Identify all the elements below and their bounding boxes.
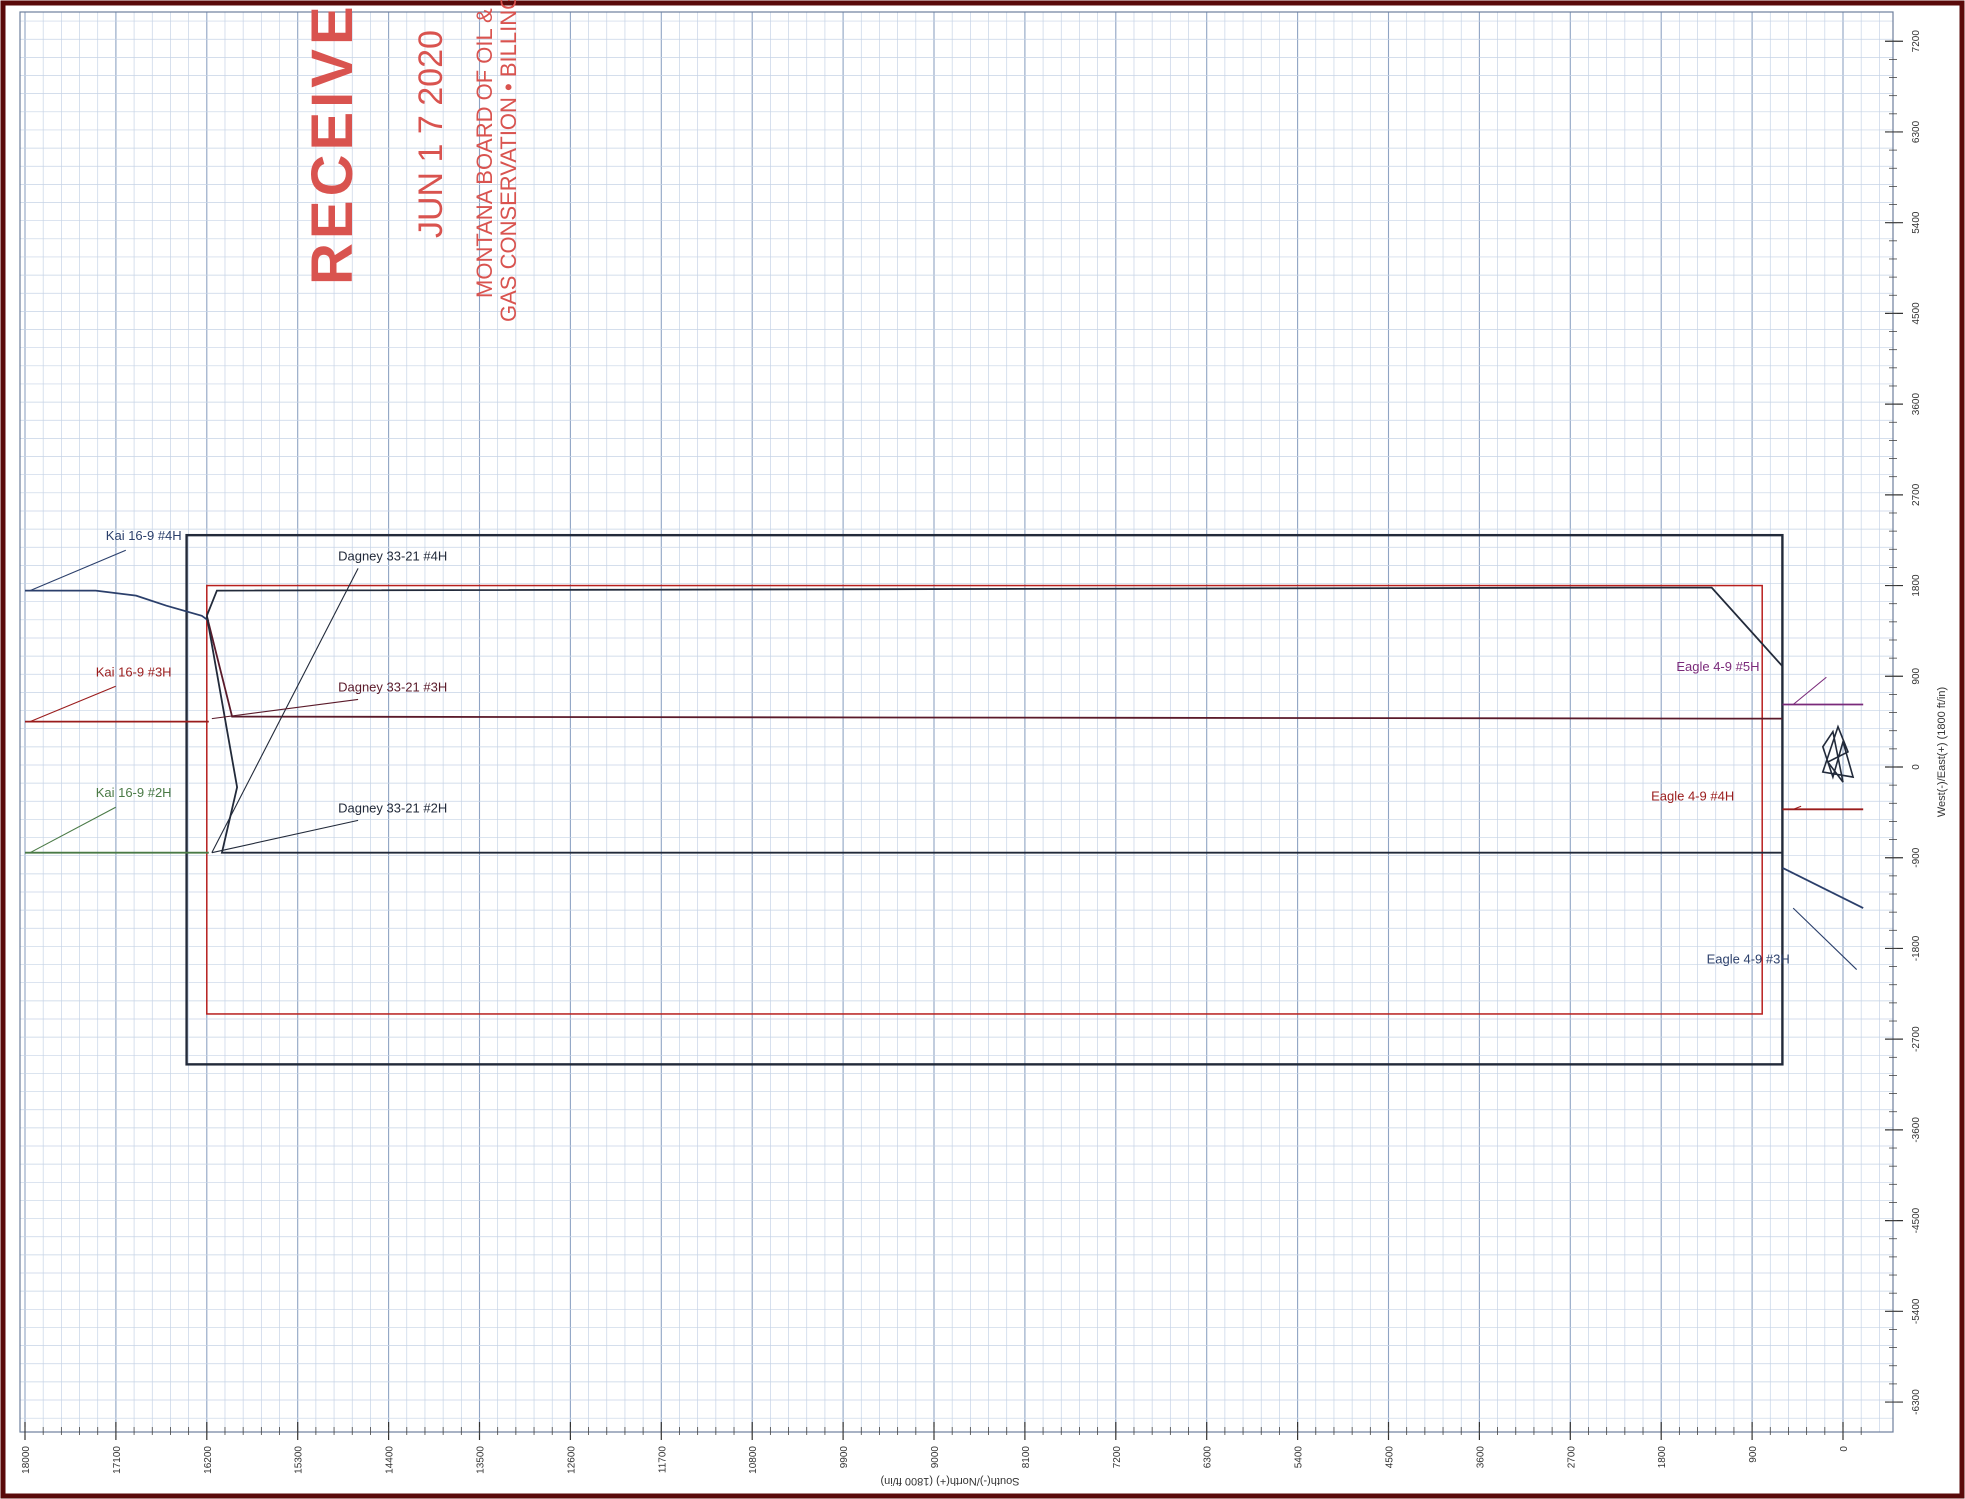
series-label-1: Kai 16-9 #3H <box>96 664 172 679</box>
series-line-8 <box>1781 866 1864 909</box>
series-line-4 <box>205 615 1783 720</box>
y-tick-label: -4500 <box>1911 1207 1922 1233</box>
y-tick-label: 1800 <box>1911 574 1922 597</box>
x-tick-label: 5400 <box>1294 1446 1305 1469</box>
x-tick-label: 6300 <box>1203 1446 1214 1469</box>
y-tick-label: -6300 <box>1911 1389 1922 1415</box>
x-tick-label: 1800 <box>1657 1446 1668 1469</box>
y-tick-label: -5400 <box>1911 1298 1922 1324</box>
x-tick-label: 7200 <box>1112 1446 1123 1469</box>
x-tick-label: 18000 <box>21 1446 32 1474</box>
chart-axes: 18000 17100 16200 15300 14400 13500 12600 11700… <box>21 30 1922 1474</box>
x-tick-label: 3600 <box>1475 1446 1486 1469</box>
plot-area <box>19 11 1894 1433</box>
leader-line-4 <box>211 698 359 720</box>
series-label-3: Dagney 33-21 #4H <box>338 548 447 563</box>
x-tick-label: 12600 <box>566 1446 577 1474</box>
x-tick-label: 0 <box>1839 1446 1850 1452</box>
y-tick-label: -1800 <box>1911 935 1922 961</box>
y-tick-label: -2700 <box>1911 1026 1922 1052</box>
y-tick-label: 0 <box>1911 764 1922 770</box>
leader-line-7 <box>1793 805 1802 810</box>
section-boxes <box>185 533 1784 1066</box>
stamp-line1: MONTANA BOARD OF OIL & <box>472 8 497 298</box>
series-label-6: Eagle 4-9 #5H <box>1676 659 1759 674</box>
x-axis-label: South(-)/North(+) (1800 ft/in) <box>880 1475 1019 1487</box>
x-tick-label: 13500 <box>476 1446 487 1474</box>
stamp-line2: GAS CONSERVATION • BILLINGS <box>496 0 521 322</box>
series-label-2: Kai 16-9 #2H <box>96 785 172 800</box>
leader-line-2 <box>29 806 116 854</box>
y-tick-label: 900 <box>1911 668 1922 685</box>
x-tick-label: 14400 <box>385 1446 396 1474</box>
leader-line-3 <box>211 568 359 853</box>
well-labels: Kai 16-9 #4H Kai 16-9 #3H Kai 16-9 #2H Dagn… <box>29 528 1858 970</box>
leader-line-8 <box>1792 907 1858 970</box>
leader-line-5 <box>211 819 359 854</box>
x-tick-label: 8100 <box>1021 1446 1032 1469</box>
well-paths <box>25 586 1864 909</box>
y-tick-label: 4500 <box>1911 302 1922 325</box>
y-axis-label: West(-)/East(+) (1800 ft/in) <box>1936 687 1948 817</box>
x-tick-label: 4500 <box>1385 1446 1396 1469</box>
x-tick-label: 9900 <box>839 1446 850 1469</box>
setback-outline <box>206 584 1763 1015</box>
leader-line-1 <box>29 685 116 723</box>
series-label-4: Dagney 33-21 #3H <box>338 679 447 694</box>
y-tick-label: 5400 <box>1911 211 1922 234</box>
received-stamp: RECEIVED JUN 1 7 2020 MONTANA BOARD OF O… <box>300 0 521 322</box>
y-tick-label: 6300 <box>1911 120 1922 143</box>
x-tick-label: 16200 <box>203 1446 214 1474</box>
x-tick-label: 17100 <box>112 1446 123 1474</box>
series-line-0 <box>25 589 210 622</box>
y-tick-label: 2700 <box>1911 483 1922 506</box>
stamp-received: RECEIVED <box>300 0 365 285</box>
series-line-5 <box>205 615 1783 854</box>
y-tick-label: 3600 <box>1911 393 1922 416</box>
x-tick-label: 11700 <box>657 1446 668 1474</box>
stamp-date: JUN 1 7 2020 <box>412 30 450 238</box>
x-tick-label: 10800 <box>748 1446 759 1474</box>
section-outline <box>185 533 1784 1066</box>
y-tick-label: 7200 <box>1911 30 1922 53</box>
y-tick-label: -900 <box>1911 847 1922 867</box>
leader-line-6 <box>1792 676 1827 705</box>
series-line-3 <box>205 586 1784 667</box>
leader-line-0 <box>29 549 127 592</box>
x-tick-label: 15300 <box>294 1446 305 1474</box>
x-tick-label: 9000 <box>930 1446 941 1469</box>
pad-well-traces <box>1821 724 1855 783</box>
series-label-8: Eagle 4-9 #3H <box>1707 952 1790 967</box>
series-label-0: Kai 16-9 #4H <box>106 528 182 543</box>
series-label-5: Dagney 33-21 #2H <box>338 800 447 815</box>
y-tick-label: -3600 <box>1911 1117 1922 1143</box>
x-tick-label: 900 <box>1748 1446 1759 1463</box>
x-tick-label: 2700 <box>1566 1446 1577 1469</box>
series-label-7: Eagle 4-9 #4H <box>1651 788 1734 803</box>
